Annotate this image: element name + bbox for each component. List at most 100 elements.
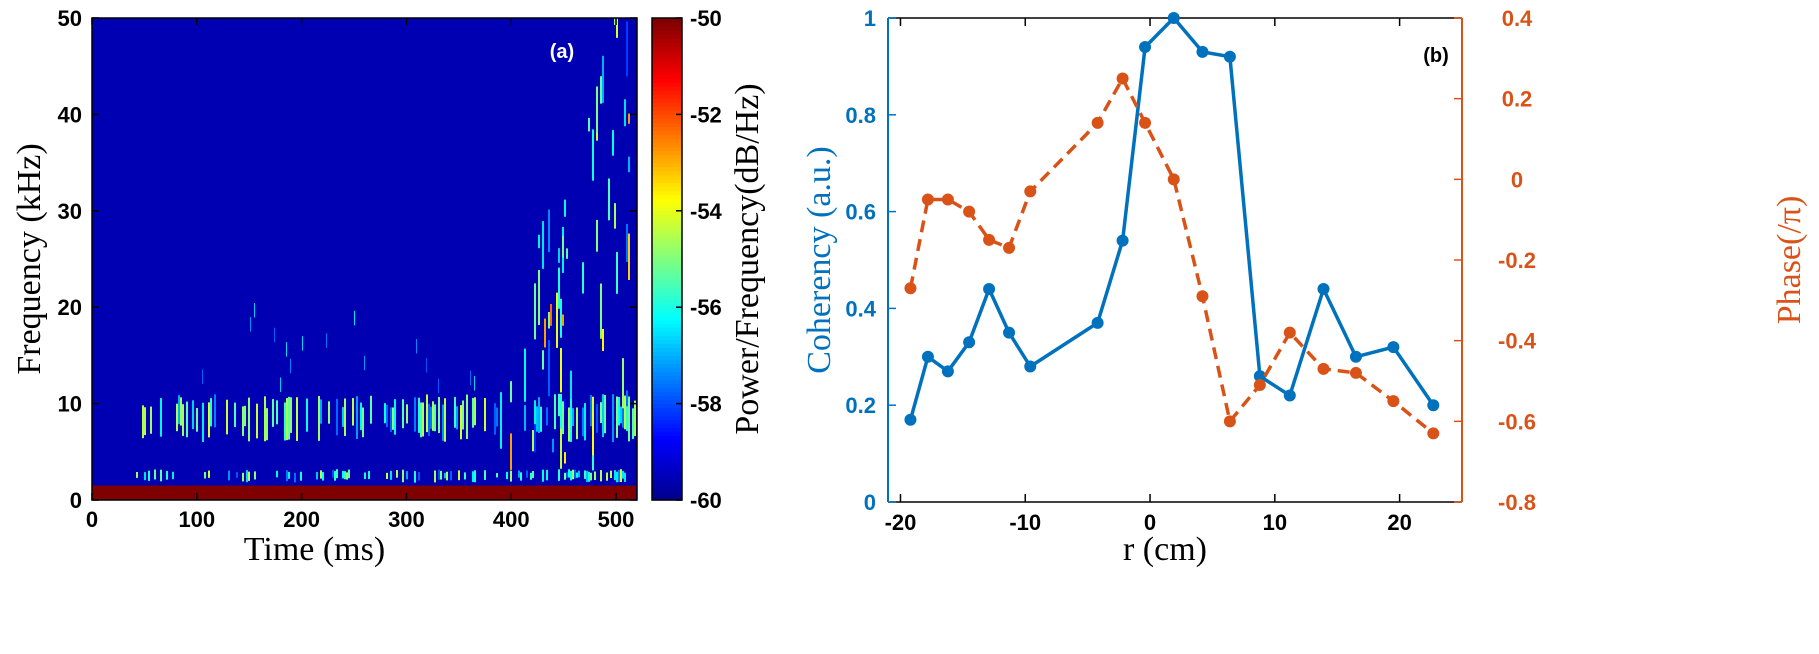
colorbar-strip	[652, 399, 682, 405]
spectrogram-cell	[604, 485, 606, 500]
spectrogram-cell	[116, 485, 118, 500]
phase-point	[983, 233, 996, 246]
spectrogram-cell	[344, 398, 346, 436]
spectrogram-cell	[290, 358, 291, 374]
right-tick-label: -0.6	[1498, 409, 1536, 434]
spectrogram-cell	[202, 402, 204, 443]
spectrogram-cell	[406, 485, 408, 500]
spectrogram-cell	[536, 485, 538, 500]
spectrogram-cell	[204, 472, 206, 479]
colorbar-strip	[652, 238, 682, 244]
spectrogram-cell	[474, 376, 475, 391]
spectrogram-cell	[450, 485, 452, 500]
colorbar-strip	[652, 110, 682, 115]
spectrogram-cell	[204, 485, 206, 500]
colorbar-strip	[652, 150, 682, 156]
coherency-point	[1139, 41, 1152, 54]
spectrogram-cell	[496, 485, 498, 500]
colorbar-strip	[652, 311, 682, 316]
spectrogram-cell	[418, 472, 420, 481]
spectrogram-cell	[390, 407, 392, 432]
colorbar-strip	[652, 234, 682, 240]
spectrogram-cell	[616, 471, 618, 483]
spectrogram-cell	[376, 485, 378, 500]
spectrogram-cell	[144, 485, 146, 500]
spectrogram-cell	[180, 485, 182, 500]
spectrogram-cell	[370, 395, 372, 424]
spectrogram-cell	[458, 470, 460, 481]
colorbar-strip	[652, 250, 682, 256]
spectrogram-cell	[500, 392, 502, 449]
x-tick-label: 500	[598, 507, 635, 532]
phase-point	[1427, 427, 1440, 440]
spectrogram-cell	[514, 485, 516, 500]
colorbar-strip	[652, 86, 682, 91]
spectrogram-cell	[400, 485, 402, 500]
colorbar-strip	[652, 487, 682, 493]
spectrogram-cell	[396, 485, 398, 500]
spectrogram-cell	[226, 399, 228, 435]
spectrogram-cell	[628, 233, 630, 281]
spectrogram-cell	[472, 397, 474, 428]
spectrogram-cell	[156, 485, 158, 500]
spectrogram-cell	[428, 485, 430, 500]
spectrogram-cell	[526, 470, 528, 478]
colorbar-strip	[652, 391, 682, 397]
colorbar-strip	[652, 407, 682, 413]
spectrogram-cell	[594, 471, 596, 481]
phase-point	[1167, 173, 1180, 186]
spectrogram-cell	[548, 485, 550, 500]
colorbar-strip	[652, 186, 682, 192]
spectrogram-cell	[572, 485, 574, 500]
spectrogram-cell	[622, 358, 624, 409]
spectrogram-cell	[166, 470, 168, 480]
spectrogram-cell	[444, 398, 446, 442]
colorbar-strip	[652, 335, 682, 340]
spectrogram-cell	[616, 18, 618, 38]
spectrogram-cell	[614, 18, 616, 26]
spectrogram-cell	[454, 485, 456, 500]
colorbar-strip	[652, 206, 682, 212]
spectrogram-cell	[472, 471, 474, 483]
colorbar-tick-label: -54	[690, 199, 723, 224]
spectrogram-cell	[484, 470, 486, 480]
spectrogram-cell	[244, 485, 246, 500]
colorbar-strip	[652, 323, 682, 328]
spectrogram-cell	[342, 407, 344, 427]
spectrogram-cell	[550, 303, 552, 326]
colorbar-strip	[652, 351, 682, 356]
spectrogram-cell	[564, 398, 566, 411]
colorbar-strip	[652, 363, 682, 369]
spectrogram-cell	[608, 485, 610, 500]
spectrogram-cell	[154, 485, 156, 500]
spectrogram-cell	[480, 485, 482, 500]
spectrogram-cell	[456, 485, 458, 500]
y-tick-label: 40	[58, 102, 82, 127]
spectrogram-cell	[334, 485, 336, 500]
spectrogram-cell	[532, 470, 534, 479]
spectrogram-cell	[208, 402, 210, 438]
spectrogram-cell	[136, 485, 138, 500]
spectrogram-cell	[290, 485, 292, 500]
spectrogram-cell	[360, 485, 362, 500]
spectrogram-cell	[286, 342, 287, 357]
spectrogram-cell	[148, 485, 150, 500]
left-tick-label: 0.4	[845, 296, 876, 321]
x-axis-label-a: Time (ms)	[244, 531, 385, 568]
spectrogram-cell	[422, 402, 424, 437]
spectrogram-cell	[612, 130, 614, 156]
spectrogram-cell	[588, 117, 590, 132]
colorbar-strip	[652, 230, 682, 236]
spectrogram-cell	[248, 471, 250, 481]
spectrogram-cell	[202, 485, 204, 500]
spectrogram-cell	[466, 485, 468, 500]
spectrogram-cell	[358, 485, 360, 500]
spectrogram-cell	[632, 408, 634, 439]
spectrogram-cell	[466, 394, 468, 439]
spectrogram-cell	[240, 485, 242, 500]
colorbar-strip	[652, 379, 682, 385]
spectrogram-cell	[438, 485, 440, 500]
spectrogram-cell	[192, 400, 194, 430]
spectrogram-cell	[194, 485, 196, 500]
spectrogram-cell	[220, 485, 222, 500]
